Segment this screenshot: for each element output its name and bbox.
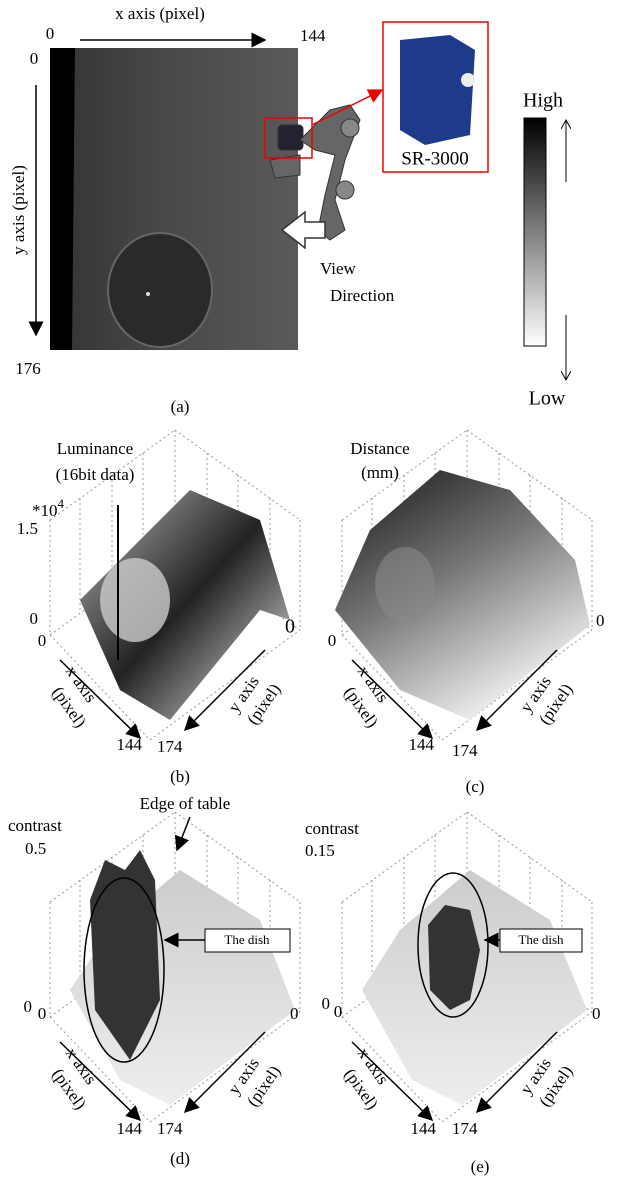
z-min: 0 [24, 997, 33, 1016]
dish [108, 233, 212, 347]
caption: (a) [171, 397, 190, 416]
y-end: 176 [15, 359, 41, 378]
y-start: 0 [290, 1004, 299, 1023]
y-axis-label: y axis (pixel) [9, 165, 28, 255]
caption: (b) [170, 767, 190, 786]
panel-a: x axis (pixel) 0 144 y axis (pixel) 0 17… [9, 4, 566, 416]
annotation-arrow [177, 817, 190, 850]
camera [400, 35, 475, 145]
y-start: 0 [596, 611, 605, 630]
z-max: 0.5 [25, 839, 46, 858]
y-start: 0 [30, 49, 39, 68]
contrast-surface [362, 870, 587, 1105]
title-1: Distance [350, 439, 409, 458]
y-end: 174 [157, 1119, 183, 1138]
title-2: (16bit data) [56, 465, 135, 484]
x-axis-label: x axis (pixel) [115, 4, 205, 23]
caption: (c) [466, 777, 485, 796]
caption: (e) [471, 1157, 490, 1176]
z-label: contrast [8, 816, 62, 835]
panel-b: Luminance (16bit data) *104 1.5 0 0 0 x … [17, 430, 300, 786]
x-start: 0 [46, 24, 55, 43]
y-end: 174 [452, 1119, 478, 1138]
title-2: (mm) [361, 463, 399, 482]
callout: The dish [518, 932, 564, 947]
y-start: 0 [285, 616, 295, 638]
x-end: 144 [300, 26, 326, 45]
x-start: 0 [38, 1004, 47, 1023]
high-label: High [523, 90, 563, 112]
z-max: 1.5 [17, 519, 38, 538]
dish-highlight [146, 292, 150, 296]
callout: The dish [224, 932, 270, 947]
caption: (d) [170, 1149, 190, 1168]
dish-region [100, 558, 170, 642]
view-label: View [320, 259, 357, 278]
title-1: Luminance [57, 439, 133, 458]
z-label: contrast [305, 819, 359, 838]
dish-region [375, 547, 435, 623]
x-end: 144 [117, 735, 143, 754]
panel-e: contrast 0.15 0 The dish 0 0 x axis (pix… [305, 812, 601, 1176]
x-end: 144 [411, 1119, 437, 1138]
camera-lens [461, 73, 475, 87]
x-end: 144 [117, 1119, 143, 1138]
camera-name: SR-3000 [401, 148, 469, 169]
direction-label: Direction [330, 286, 395, 305]
z-max: 0.15 [305, 841, 335, 860]
z-min: 0 [322, 994, 331, 1013]
color-bar [524, 118, 546, 346]
y-end: 174 [157, 737, 183, 756]
x-end: 144 [409, 735, 435, 754]
x-start: 0 [334, 1002, 343, 1021]
figure: x axis (pixel) 0 144 y axis (pixel) 0 17… [0, 0, 621, 1186]
annotation: Edge of table [140, 794, 231, 813]
y-end: 174 [452, 741, 478, 760]
scale-exp: 4 [58, 496, 65, 511]
y-start: 0 [592, 1004, 601, 1023]
x-start: 0 [328, 631, 337, 650]
x-start: 0 [38, 631, 47, 650]
scale: *104 [32, 496, 65, 520]
panel-c: Distance (mm) 0 0 x axis (pixel) y axis … [328, 430, 605, 796]
low-label: Low [529, 388, 566, 410]
panel-d: Edge of table contrast 0.5 0 The dish 0 … [8, 794, 300, 1168]
image-edge [50, 48, 75, 350]
scale-base: *10 [32, 501, 58, 520]
z-min: 0 [30, 609, 39, 628]
